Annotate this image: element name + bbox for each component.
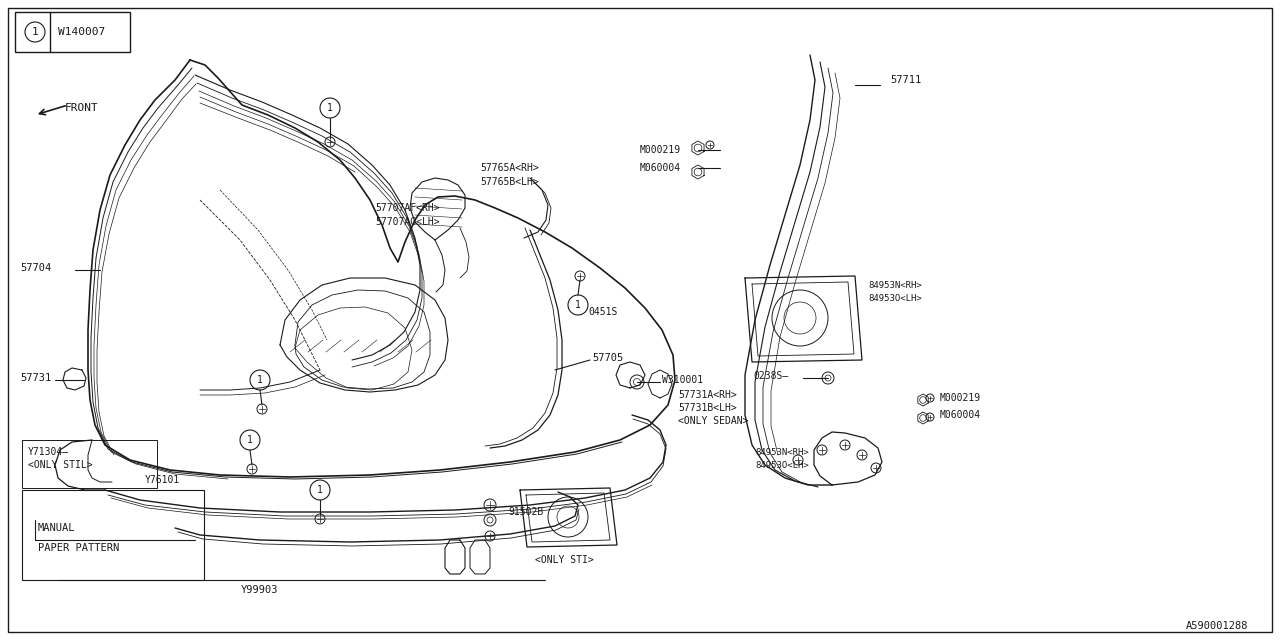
- Text: M060004: M060004: [940, 410, 982, 420]
- Text: M000219: M000219: [640, 145, 681, 155]
- Text: 1: 1: [317, 485, 323, 495]
- Text: <ONLY STI>: <ONLY STI>: [535, 555, 594, 565]
- Text: 57711: 57711: [890, 75, 922, 85]
- Text: 0451S: 0451S: [588, 307, 617, 317]
- Text: Y99903: Y99903: [241, 585, 279, 595]
- Text: 57704: 57704: [20, 263, 51, 273]
- Text: PAPER PATTERN: PAPER PATTERN: [38, 543, 119, 553]
- Text: 1: 1: [328, 103, 333, 113]
- Text: M000219: M000219: [940, 393, 982, 403]
- Text: <ONLY STIL>: <ONLY STIL>: [28, 460, 92, 470]
- Text: 57707AG<LH>: 57707AG<LH>: [375, 217, 439, 227]
- Text: 84953O<LH>: 84953O<LH>: [755, 461, 809, 470]
- Text: W310001: W310001: [662, 375, 703, 385]
- Text: 1: 1: [257, 375, 262, 385]
- Text: Y71304—: Y71304—: [28, 447, 69, 457]
- Text: 0238S—: 0238S—: [753, 371, 788, 381]
- Text: 57705: 57705: [593, 353, 623, 363]
- Bar: [22, 490, 204, 580]
- Text: Y76101: Y76101: [145, 475, 180, 485]
- Bar: [15, 12, 131, 52]
- Text: A590001288: A590001288: [1185, 621, 1248, 631]
- Text: <ONLY SEDAN>: <ONLY SEDAN>: [678, 416, 749, 426]
- Text: 1: 1: [32, 27, 38, 37]
- Text: 1: 1: [575, 300, 581, 310]
- Text: W140007: W140007: [58, 27, 105, 37]
- Text: FRONT: FRONT: [65, 103, 99, 113]
- Text: 1: 1: [247, 435, 253, 445]
- Text: MANUAL: MANUAL: [38, 523, 76, 533]
- Text: 84953O<LH>: 84953O<LH>: [868, 294, 922, 303]
- Text: 57731: 57731: [20, 373, 51, 383]
- Bar: [22, 440, 157, 488]
- Text: 91502B: 91502B: [508, 507, 543, 517]
- Text: 57765A<RH>: 57765A<RH>: [480, 163, 539, 173]
- Text: 57731B<LH>: 57731B<LH>: [678, 403, 737, 413]
- Text: 57731A<RH>: 57731A<RH>: [678, 390, 737, 400]
- Text: M060004: M060004: [640, 163, 681, 173]
- Text: 57707AF<RH>: 57707AF<RH>: [375, 203, 439, 213]
- Text: 84953N<RH>: 84953N<RH>: [755, 447, 809, 456]
- Text: 57765B<LH>: 57765B<LH>: [480, 177, 539, 187]
- Text: 84953N<RH>: 84953N<RH>: [868, 280, 922, 289]
